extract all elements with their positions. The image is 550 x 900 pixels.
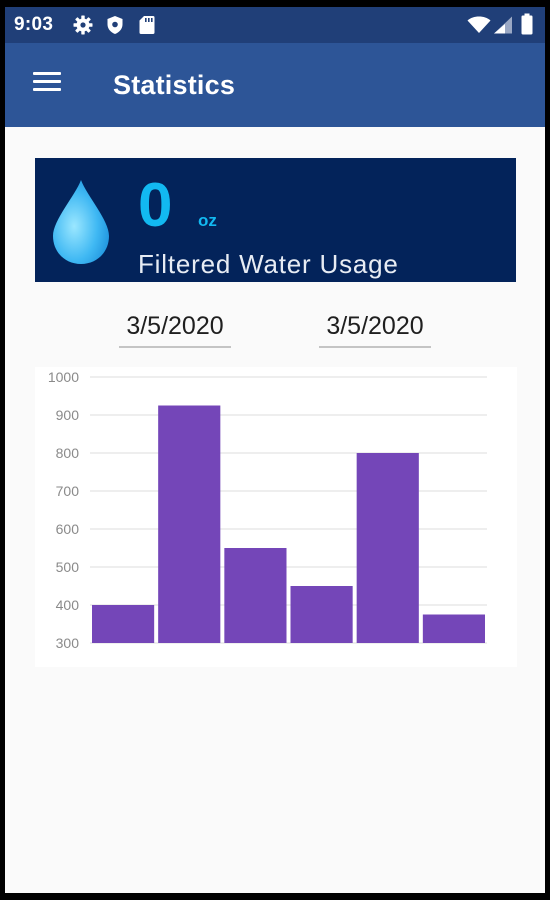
gear-icon xyxy=(73,15,93,40)
page-title: Statistics xyxy=(113,70,236,100)
usage-value: 0 xyxy=(138,171,173,240)
app-bar: Statistics xyxy=(5,43,545,127)
hamburger-menu-icon[interactable] xyxy=(25,67,69,103)
y-tick-label: 400 xyxy=(56,597,80,613)
shield-icon xyxy=(106,15,124,40)
status-time: 9:03 xyxy=(14,14,54,35)
chart-bar xyxy=(290,586,353,643)
usage-card: 0 oz Filtered Water Usage xyxy=(35,158,516,282)
chart-bar xyxy=(158,405,221,643)
signal-icon xyxy=(493,16,513,39)
y-tick-label: 800 xyxy=(56,445,80,461)
sd-card-icon xyxy=(139,15,155,40)
y-tick-label: 900 xyxy=(56,407,80,423)
usage-label: Filtered Water Usage xyxy=(138,249,399,279)
y-tick-label: 1000 xyxy=(48,369,79,385)
wifi-icon xyxy=(467,16,491,39)
usage-bar-chart: 1000 900 800 700 600 500 400 300 xyxy=(35,367,517,667)
chart-bar xyxy=(92,605,155,643)
y-tick-label: 700 xyxy=(56,483,80,499)
chart-bar xyxy=(224,548,287,643)
y-tick-label: 600 xyxy=(56,521,80,537)
battery-icon xyxy=(521,13,533,40)
status-bar: 9:03 xyxy=(5,7,545,43)
y-tick-label: 300 xyxy=(56,635,80,651)
chart-bar xyxy=(356,453,419,643)
y-tick-label: 500 xyxy=(56,559,80,575)
water-drop-icon xyxy=(49,178,113,271)
end-date-field[interactable]: 3/5/2020 xyxy=(319,310,431,348)
app-screen: 9:03 xyxy=(5,7,545,893)
usage-unit: oz xyxy=(198,211,217,230)
start-date-field[interactable]: 3/5/2020 xyxy=(119,310,231,348)
chart-canvas: 1000 900 800 700 600 500 400 300 xyxy=(48,369,487,651)
chart-bar xyxy=(422,614,485,643)
